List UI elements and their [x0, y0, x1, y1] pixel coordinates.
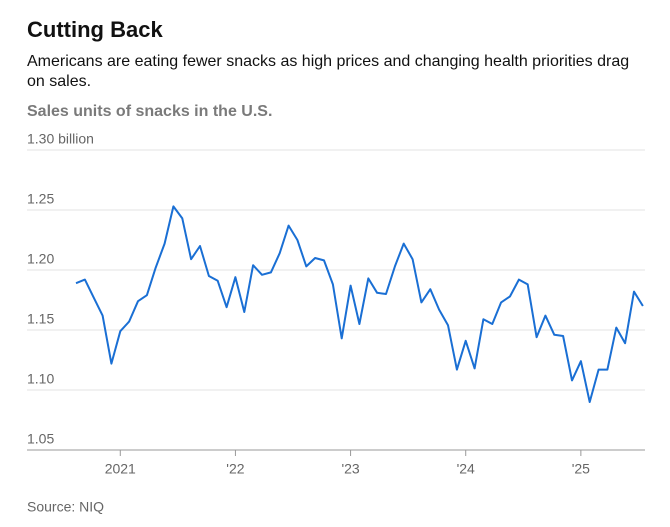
- y-tick-label: 1.05: [27, 431, 54, 447]
- y-tick-label: 1.20: [27, 251, 54, 267]
- x-tick-label: '22: [226, 461, 244, 477]
- line-series: [75, 205, 644, 403]
- y-tick-label: 1.15: [27, 311, 54, 327]
- source: Source: NIQ: [27, 499, 104, 515]
- y-tick-label: 1.25: [27, 191, 54, 207]
- x-tick-label: '23: [341, 461, 359, 477]
- x-tick-label: 2021: [105, 461, 136, 477]
- chart-title: Cutting Back: [27, 17, 163, 42]
- y-tick-label: 1.30 billion: [27, 131, 94, 147]
- subtitle: Americans are eating fewer snacks as hig…: [27, 53, 629, 70]
- y-axis-label: Sales units of snacks in the U.S.: [27, 103, 272, 120]
- subtitle: on sales.: [27, 73, 91, 90]
- x-tick-label: '24: [457, 461, 475, 477]
- y-tick-label: 1.10: [27, 371, 54, 387]
- x-tick-label: '25: [572, 461, 590, 477]
